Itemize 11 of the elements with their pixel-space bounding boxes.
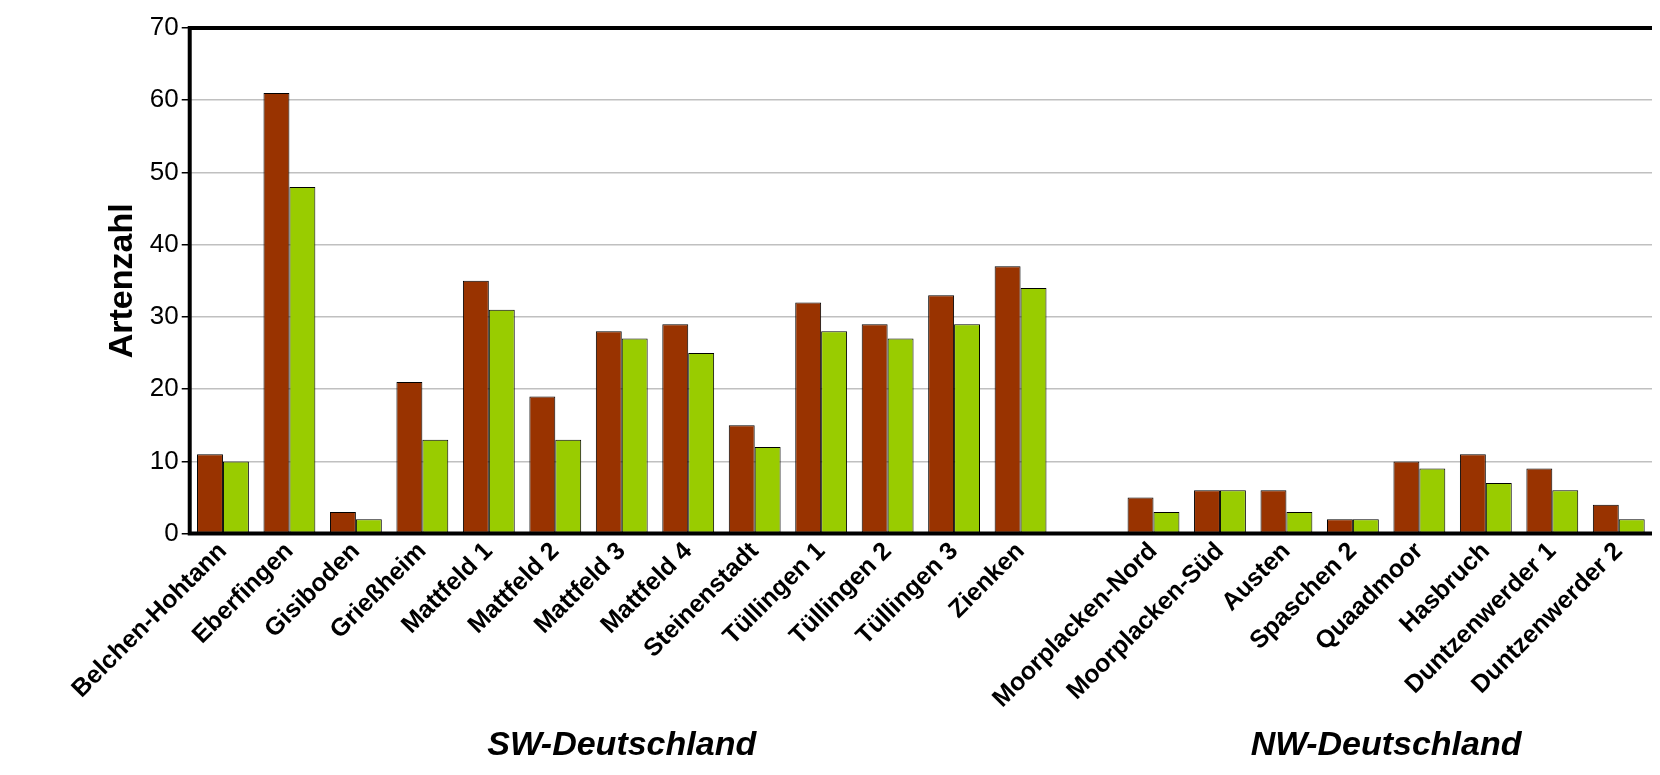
text: NW-Deutschland (1250, 724, 1523, 763)
y-tick-label: 70 (149, 11, 179, 42)
y-tick-label: 20 (149, 372, 179, 403)
text: SW-Deutschland (487, 724, 758, 763)
y-axis-title: Artenzahl (100, 203, 139, 359)
y-tick-label: 30 (149, 300, 179, 331)
y-tick-label: 60 (149, 83, 179, 114)
y-tick-label: 0 (164, 516, 179, 547)
y-tick-label: 40 (149, 227, 179, 258)
y-tick-label: 50 (149, 155, 179, 186)
y-tick-label: 10 (149, 444, 179, 475)
